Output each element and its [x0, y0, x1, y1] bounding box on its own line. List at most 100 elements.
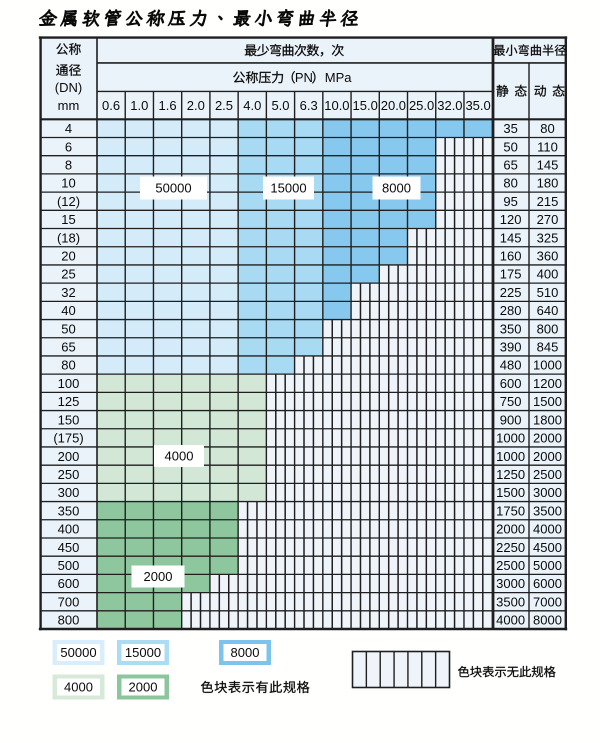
svg-text:20: 20: [61, 249, 75, 264]
svg-text:25: 25: [61, 267, 75, 282]
svg-text:600: 600: [500, 376, 522, 391]
svg-text:300: 300: [58, 485, 80, 500]
svg-text:35: 35: [503, 121, 517, 136]
svg-text:6: 6: [65, 139, 72, 154]
svg-text:15000: 15000: [125, 645, 161, 660]
svg-text:600: 600: [58, 576, 80, 591]
svg-text:50: 50: [61, 321, 75, 336]
svg-text:6.3: 6.3: [300, 98, 318, 113]
svg-text:5000: 5000: [533, 558, 562, 573]
svg-text:3000: 3000: [496, 576, 525, 591]
svg-text:mm: mm: [58, 98, 80, 113]
svg-text:4000: 4000: [533, 522, 562, 537]
svg-text:8000: 8000: [533, 613, 562, 628]
svg-text:390: 390: [500, 340, 522, 355]
svg-text:800: 800: [537, 321, 559, 336]
svg-text:180: 180: [537, 176, 559, 191]
svg-text:125: 125: [58, 394, 80, 409]
svg-text:640: 640: [537, 303, 559, 318]
svg-text:15.0: 15.0: [353, 98, 378, 113]
svg-text:80: 80: [503, 176, 517, 191]
svg-text:4.0: 4.0: [243, 98, 261, 113]
svg-text:1000: 1000: [496, 449, 525, 464]
svg-text:800: 800: [58, 613, 80, 628]
svg-text:325: 325: [537, 230, 559, 245]
svg-text:270: 270: [537, 212, 559, 227]
svg-text:2250: 2250: [496, 540, 525, 555]
svg-text:20.0: 20.0: [381, 98, 406, 113]
svg-text:2000: 2000: [496, 522, 525, 537]
svg-text:4000: 4000: [496, 613, 525, 628]
svg-text:4500: 4500: [533, 540, 562, 555]
svg-text:3500: 3500: [496, 594, 525, 609]
svg-text:10: 10: [61, 176, 75, 191]
svg-text:2000: 2000: [533, 449, 562, 464]
svg-text:120: 120: [500, 212, 522, 227]
svg-text:(18): (18): [57, 230, 80, 245]
svg-text:400: 400: [537, 267, 559, 282]
svg-text:7000: 7000: [533, 594, 562, 609]
svg-text:150: 150: [58, 412, 80, 427]
svg-text:1000: 1000: [533, 358, 562, 373]
svg-text:845: 845: [537, 340, 559, 355]
svg-text:95: 95: [503, 194, 517, 209]
svg-text:100: 100: [58, 376, 80, 391]
svg-text:50: 50: [503, 139, 517, 154]
svg-text:25.0: 25.0: [409, 98, 434, 113]
svg-text:10.0: 10.0: [324, 98, 349, 113]
svg-text:3500: 3500: [533, 503, 562, 518]
svg-text:280: 280: [500, 303, 522, 318]
svg-text:480: 480: [500, 358, 522, 373]
svg-text:15: 15: [61, 212, 75, 227]
svg-text:510: 510: [537, 285, 559, 300]
svg-text:500: 500: [58, 558, 80, 573]
svg-text:1800: 1800: [533, 412, 562, 427]
svg-text:2000: 2000: [129, 680, 158, 695]
svg-text:4000: 4000: [64, 680, 93, 695]
svg-text:50000: 50000: [155, 181, 191, 196]
svg-text:65: 65: [503, 158, 517, 173]
svg-text:350: 350: [58, 503, 80, 518]
svg-text:2500: 2500: [496, 558, 525, 573]
svg-text:900: 900: [500, 412, 522, 427]
svg-text:225: 225: [500, 285, 522, 300]
svg-text:145: 145: [500, 230, 522, 245]
svg-text:175: 175: [500, 267, 522, 282]
svg-text:1250: 1250: [496, 467, 525, 482]
svg-text:1.6: 1.6: [159, 98, 177, 113]
svg-text:1500: 1500: [496, 485, 525, 500]
svg-text:6000: 6000: [533, 576, 562, 591]
svg-text:PN: PN: [295, 70, 313, 85]
svg-text:15000: 15000: [270, 181, 306, 196]
svg-text:1000: 1000: [496, 431, 525, 446]
svg-text:110: 110: [537, 139, 558, 154]
svg-text:360: 360: [537, 249, 559, 264]
svg-text:8000: 8000: [231, 645, 260, 660]
svg-text:400: 400: [58, 522, 80, 537]
svg-text:215: 215: [537, 194, 559, 209]
svg-text:2000: 2000: [533, 431, 562, 446]
svg-text:2.5: 2.5: [215, 98, 233, 113]
svg-text:35.0: 35.0: [465, 98, 490, 113]
svg-text:40: 40: [61, 303, 75, 318]
svg-text:700: 700: [58, 594, 80, 609]
svg-text:80: 80: [61, 358, 75, 373]
svg-text:32.0: 32.0: [437, 98, 462, 113]
svg-text:2000: 2000: [144, 569, 173, 584]
svg-text:1200: 1200: [533, 376, 562, 391]
svg-text:0.6: 0.6: [102, 98, 120, 113]
svg-text:65: 65: [61, 340, 75, 355]
svg-text:1.0: 1.0: [130, 98, 148, 113]
svg-text:250: 250: [58, 467, 80, 482]
svg-text:450: 450: [58, 540, 80, 555]
svg-text:750: 750: [500, 394, 522, 409]
svg-text:50000: 50000: [60, 645, 96, 660]
svg-text:32: 32: [61, 285, 75, 300]
svg-text:4: 4: [65, 121, 72, 136]
svg-text:350: 350: [500, 321, 522, 336]
svg-text:145: 145: [537, 158, 559, 173]
svg-text:2.0: 2.0: [187, 98, 205, 113]
svg-text:(DN): (DN): [55, 80, 82, 95]
svg-text:4000: 4000: [165, 449, 194, 464]
svg-text:3000: 3000: [533, 485, 562, 500]
